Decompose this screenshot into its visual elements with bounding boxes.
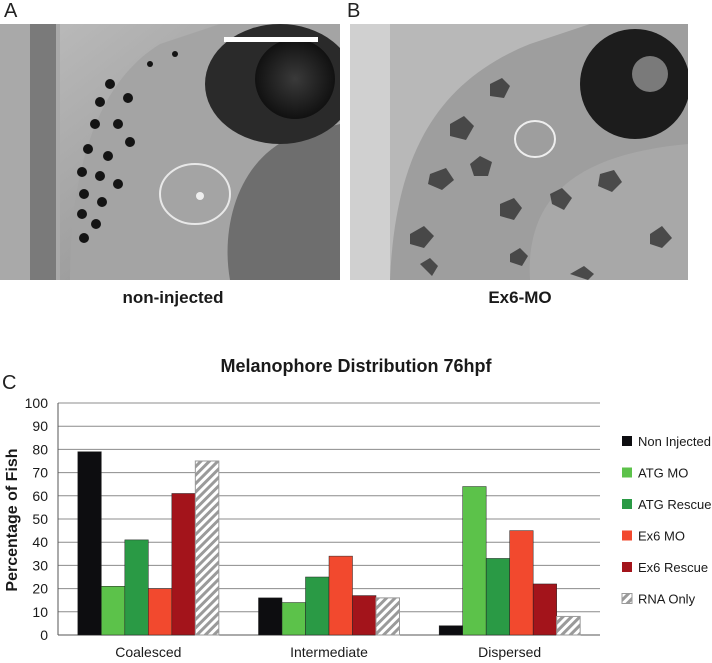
y-tick-label: 70 (32, 465, 48, 481)
legend-label: ATG Rescue (638, 497, 711, 512)
y-tick-label: 50 (32, 511, 48, 527)
bar-ex6-mo-dispersed (509, 530, 534, 636)
legend-swatch (621, 593, 633, 604)
bar-atg-rescue-dispersed (485, 558, 510, 636)
legend-label: Ex6 Rescue (638, 560, 708, 575)
y-tick-label: 0 (40, 627, 48, 643)
legend-swatch (622, 530, 632, 541)
y-tick-label: 30 (32, 557, 48, 573)
dispersed-melanophores (410, 78, 672, 280)
scale-bar (224, 37, 318, 42)
chart-title: Melanophore Distribution 76hpf (220, 356, 492, 376)
y-tick-label: 100 (25, 395, 49, 411)
bar-non-injected-intermediate (258, 597, 283, 636)
x-category-label: Coalesced (115, 644, 181, 660)
bar-atg-mo-dispersed (462, 486, 487, 636)
y-tick-label: 80 (32, 441, 48, 457)
panel-c-letter: C (2, 372, 17, 394)
legend-swatch (622, 467, 632, 478)
y-tick-label: 40 (32, 534, 48, 550)
y-tick-label: 20 (32, 581, 48, 597)
y-tick-label: 90 (32, 418, 48, 434)
bar-rna-only-intermediate (375, 597, 400, 636)
bar-atg-rescue-coalesced (124, 539, 149, 636)
bar-ex6-rescue-coalesced (171, 493, 196, 636)
legend-label: RNA Only (638, 592, 696, 607)
legend-label: Ex6 MO (638, 529, 685, 544)
x-category-label: Intermediate (290, 644, 368, 660)
y-tick-label: 10 (32, 604, 48, 620)
micrograph-ex6-mo (350, 24, 688, 280)
bar-chart: 0 10 20 30 40 50 60 70 80 90 100 Coalesced Intermed… (4, 395, 711, 660)
bar-atg-rescue-intermediate (305, 576, 330, 636)
legend-label: ATG MO (638, 466, 688, 481)
legend-swatch (622, 436, 632, 446)
bar-atg-mo-coalesced (101, 586, 126, 636)
micrograph-non-injected (0, 24, 340, 280)
x-category-label: Dispersed (478, 644, 541, 660)
bar-ex6-mo-intermediate (328, 555, 353, 636)
y-tick-label: 60 (32, 488, 48, 504)
bar-rna-only-dispersed (556, 615, 581, 636)
bar-ex6-rescue-intermediate (352, 595, 377, 636)
caption-non-injected: non-injected (122, 288, 224, 307)
bar-non-injected-dispersed (438, 625, 463, 636)
legend-swatch (622, 499, 632, 509)
y-axis-label: Percentage of Fish (4, 448, 21, 591)
panel-a-letter: A (4, 0, 18, 22)
legend-label: Non Injected (638, 434, 711, 449)
bar-rna-only-coalesced (194, 460, 220, 636)
melanophore-dots (77, 51, 178, 243)
panel-b-letter: B (347, 0, 361, 22)
bar-ex6-rescue-dispersed (532, 583, 557, 636)
bar-atg-mo-intermediate (281, 602, 306, 636)
caption-ex6-mo: Ex6-MO (488, 288, 552, 307)
bar-ex6-mo-coalesced (148, 588, 173, 636)
legend-swatch (622, 562, 632, 572)
bar-non-injected-coalesced (77, 451, 102, 636)
